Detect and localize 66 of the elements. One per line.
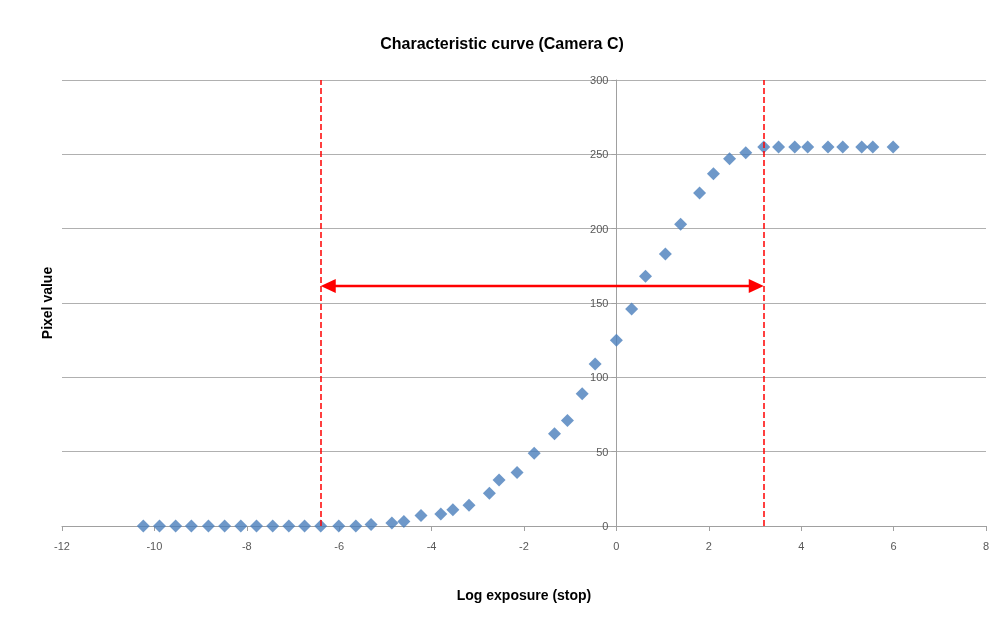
y-tick-label: 250 <box>590 148 609 161</box>
point <box>364 518 378 532</box>
point <box>201 519 215 533</box>
point <box>886 140 900 154</box>
point <box>492 473 506 487</box>
point <box>446 503 460 517</box>
point <box>625 302 639 316</box>
point <box>588 357 602 371</box>
point <box>234 519 248 533</box>
y-tick-label: 200 <box>590 222 609 235</box>
point <box>434 507 448 521</box>
point <box>674 217 688 231</box>
x-axis-title: Log exposure (stop) <box>456 587 592 603</box>
point <box>152 519 166 533</box>
chart-title: Characteristic curve (Camera C) <box>380 34 624 52</box>
point <box>609 333 623 347</box>
x-tick-label: -10 <box>146 539 163 552</box>
y-tick-label: 0 <box>602 520 609 532</box>
point <box>739 146 753 160</box>
point <box>482 486 496 500</box>
point <box>218 519 232 533</box>
x-tick-label: 2 <box>705 539 712 552</box>
point <box>298 519 312 533</box>
x-tick-label: -12 <box>54 539 70 552</box>
point <box>658 247 672 261</box>
point <box>855 140 869 154</box>
point <box>547 427 561 441</box>
y-tick-label: 100 <box>590 371 609 384</box>
point <box>385 516 399 530</box>
point <box>250 519 263 533</box>
point <box>397 515 411 529</box>
point <box>510 465 524 479</box>
x-tick-label: -6 <box>334 539 345 552</box>
x-tick-label: 8 <box>982 539 990 552</box>
point <box>332 519 346 533</box>
point <box>788 140 802 154</box>
point <box>723 152 737 166</box>
point <box>282 519 296 533</box>
point <box>866 140 880 154</box>
point <box>639 269 653 283</box>
point <box>136 519 150 533</box>
x-tick-label: 4 <box>798 539 805 552</box>
x-tick-label: -2 <box>519 539 529 552</box>
point <box>836 140 850 154</box>
point <box>706 167 720 181</box>
point <box>575 387 589 401</box>
x-tick-label: -8 <box>241 539 252 552</box>
point <box>560 413 574 427</box>
point <box>184 519 198 533</box>
point <box>349 519 363 533</box>
x-tick-label: -4 <box>426 539 437 552</box>
x-tick-label: 0 <box>613 539 620 552</box>
y-axis-title: Pixel value <box>39 266 55 340</box>
point <box>772 140 786 154</box>
point <box>169 519 183 533</box>
point <box>266 519 280 533</box>
point <box>462 498 476 512</box>
y-tick-label: 50 <box>596 445 609 458</box>
x-tick-label: 6 <box>890 539 897 552</box>
point <box>527 446 541 460</box>
point <box>801 140 815 154</box>
y-tick-label: 150 <box>590 297 609 309</box>
y-tick-label: 300 <box>590 74 609 86</box>
point <box>693 186 707 200</box>
point <box>821 140 835 154</box>
point <box>414 509 428 523</box>
